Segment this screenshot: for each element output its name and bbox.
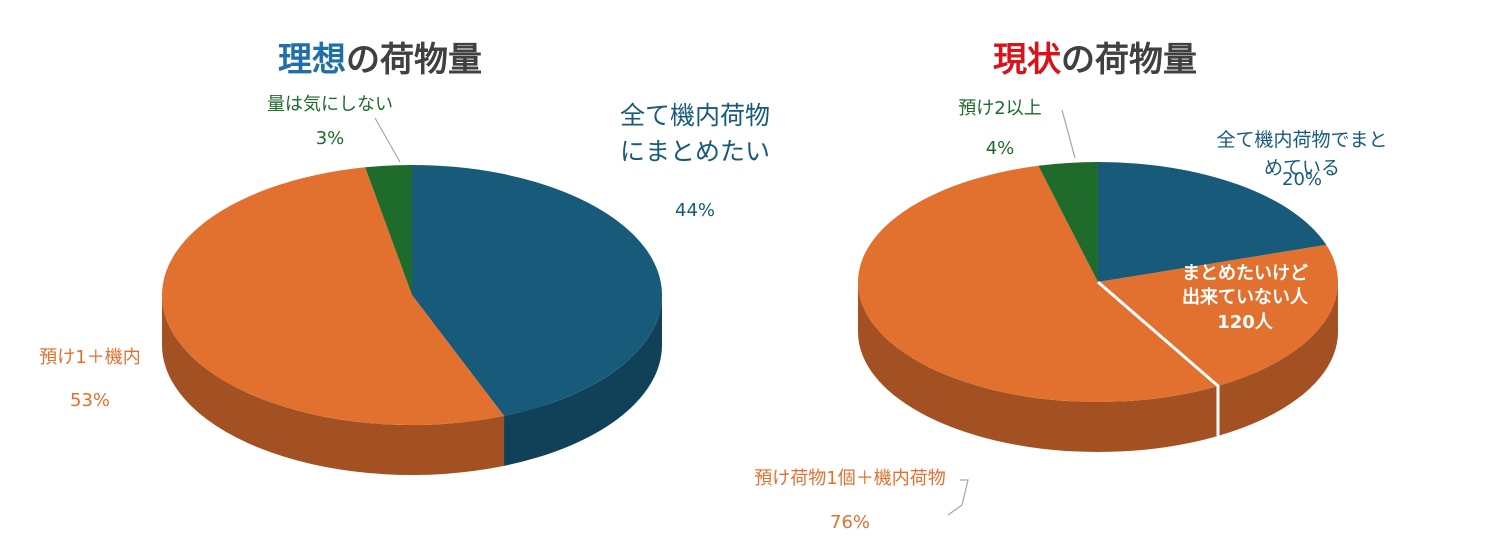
category-label: 預け荷物1個＋機内荷物 xyxy=(754,468,946,489)
value-label: 44% xyxy=(674,200,716,221)
value-label: 20% xyxy=(1281,169,1323,190)
value-label: 3% xyxy=(315,128,345,149)
category-label: 預け1＋機内 xyxy=(39,347,141,368)
title-emphasis: 現状 xyxy=(993,40,1061,80)
category-label: 量は気にしない xyxy=(267,94,393,115)
leader-line xyxy=(374,117,401,163)
slice xyxy=(365,165,412,295)
slice xyxy=(412,165,663,416)
title-emphasis: 理想 xyxy=(278,40,346,80)
title-text: の荷物量 xyxy=(346,40,482,80)
annotation: まとめたいけど 出来ていない人 120人 xyxy=(1182,263,1308,333)
category-label: 預け2以上 xyxy=(958,98,1042,119)
chart-title: 理想の荷物量 xyxy=(278,32,482,81)
category-label: 全て機内荷物 にまとめたい xyxy=(619,101,771,167)
value-label: 53% xyxy=(69,390,111,411)
category-label: 全て機内荷物でまとめている xyxy=(1216,129,1388,179)
leader-line xyxy=(1061,109,1076,159)
slice-side xyxy=(162,295,505,476)
value-label: 4% xyxy=(985,138,1015,159)
slice xyxy=(1098,162,1327,282)
value-label: 76% xyxy=(829,512,871,533)
slice xyxy=(162,167,505,425)
leader-line xyxy=(947,479,969,516)
chart-title: 現状の荷物量 xyxy=(993,32,1197,81)
slice xyxy=(1038,162,1098,282)
slice-side xyxy=(504,295,662,466)
divider-line xyxy=(1097,280,1220,436)
title-text: の荷物量 xyxy=(1061,40,1197,80)
